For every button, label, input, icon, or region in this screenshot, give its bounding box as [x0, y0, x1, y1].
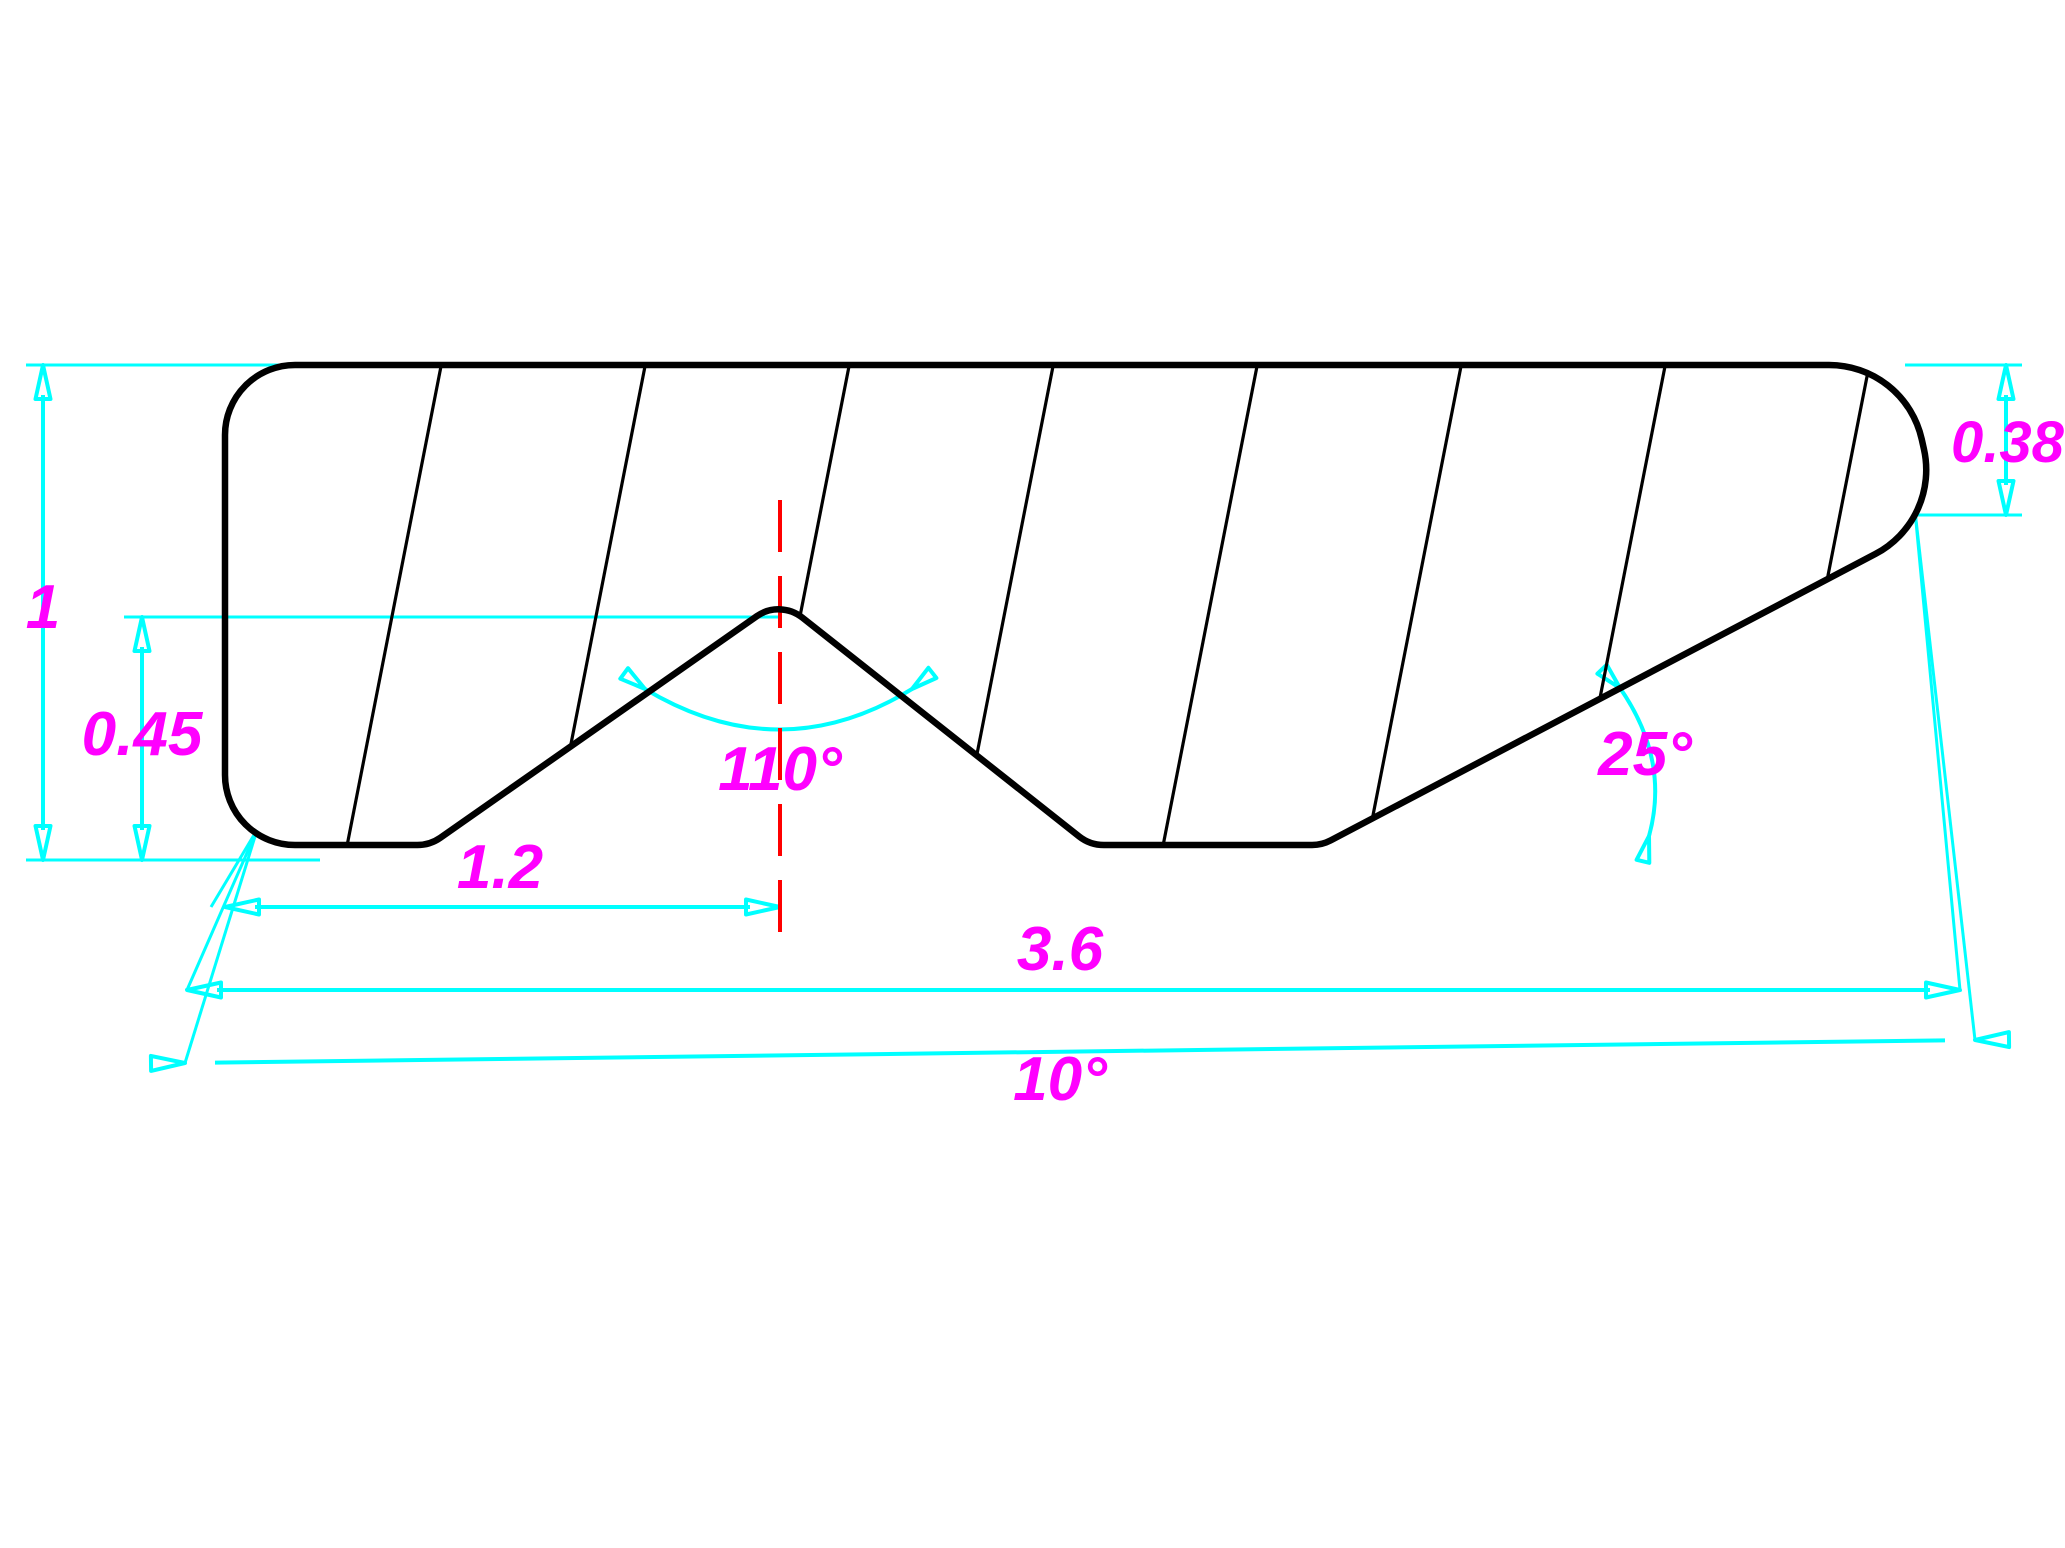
svg-text:110°: 110° [718, 735, 843, 804]
svg-text:25°: 25° [1597, 720, 1693, 789]
svg-text:1.2: 1.2 [457, 833, 543, 902]
svg-text:1: 1 [26, 573, 60, 642]
svg-text:0.38: 0.38 [1951, 410, 2065, 475]
svg-text:10°: 10° [1013, 1045, 1108, 1114]
svg-text:3.6: 3.6 [1017, 915, 1104, 984]
svg-text:0.45: 0.45 [82, 700, 204, 769]
